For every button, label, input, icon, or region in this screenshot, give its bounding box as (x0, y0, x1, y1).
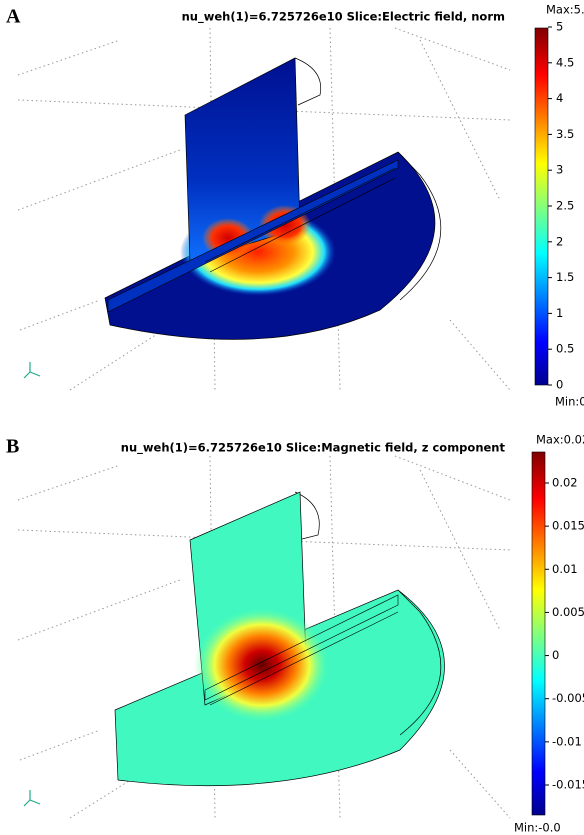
min-label: Min:0 (555, 395, 584, 409)
panel-label: A (6, 6, 21, 28)
tick-label: 0.005 (552, 605, 584, 619)
tick-label: 0.015 (552, 519, 584, 533)
panel-a: A nu_weh(1)=6.725726e10 Slice:Electric f… (6, 3, 584, 409)
tick-label: 5 (556, 20, 563, 34)
tick-label: 1.5 (556, 270, 574, 284)
max-label: Max:5.1 (546, 3, 584, 17)
colorbar (531, 451, 546, 816)
tick-label: 3.5 (556, 127, 574, 141)
min-label: Min:-0.0 (514, 821, 561, 835)
tick-label: -0.01 (552, 734, 582, 748)
field-region (194, 607, 330, 723)
panel-b: B nu_weh(1)=6.725726e10 Slice:Magnetic f… (6, 433, 584, 835)
tick-label: 3 (556, 163, 563, 177)
tick-label: 1 (556, 306, 563, 320)
colorbar-ticks: 5 4.5 4 3.5 3 2.5 2 1.5 1 0.5 0 (548, 20, 574, 392)
tick-label: 2.5 (556, 199, 574, 213)
tick-label: 2 (556, 234, 563, 248)
colorbar (534, 27, 549, 386)
panel-title: nu_weh(1)=6.725726e10 Slice:Electric fie… (182, 10, 505, 25)
tick-label: 4 (556, 91, 563, 105)
tick-label: 0 (556, 378, 563, 392)
tick-label: -0.005 (552, 691, 584, 705)
colorbar-ticks: 0.02 0.015 0.01 0.005 0 -0.005 -0.01 -0.015 (545, 476, 584, 792)
tick-label: 0.01 (552, 562, 578, 576)
tick-label: 0.02 (552, 476, 578, 490)
axis-triad (23, 362, 41, 379)
tick-label: -0.015 (552, 778, 584, 792)
max-label: Max:0.02 (536, 433, 584, 447)
panel-label: B (6, 436, 19, 458)
tick-label: 0 (552, 648, 559, 662)
tick-label: 0.5 (556, 342, 574, 356)
panel-title: nu_weh(1)=6.725726e10 Slice:Magnetic fie… (121, 441, 506, 456)
axis-triad (23, 790, 41, 807)
tick-label: 4.5 (556, 55, 574, 69)
